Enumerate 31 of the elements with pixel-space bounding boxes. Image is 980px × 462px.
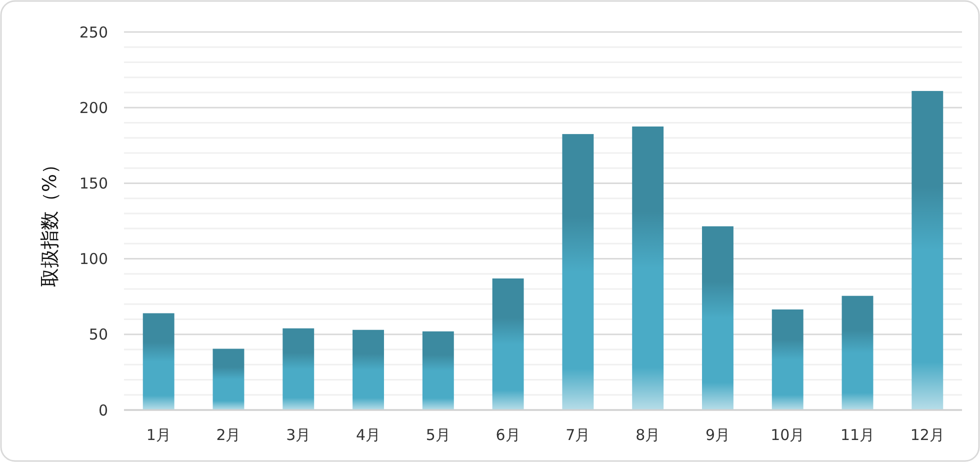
y-tick-label: 150 (79, 174, 108, 192)
x-tick-label: 12月 (910, 426, 944, 444)
x-tick-label: 4月 (356, 426, 381, 444)
x-tick-label: 9月 (705, 426, 730, 444)
bar (282, 328, 314, 410)
bar (352, 330, 384, 410)
bar (562, 134, 594, 410)
x-tick-label: 2月 (216, 426, 241, 444)
x-tick-label: 8月 (636, 426, 660, 444)
x-tick-label: 6月 (496, 426, 520, 444)
bar (422, 331, 454, 410)
y-axis-title: 取扱指数（%） (39, 154, 61, 288)
x-tick-label: 5月 (426, 426, 450, 444)
x-tick-label: 1月 (146, 426, 171, 444)
y-tick-label: 50 (88, 326, 108, 344)
x-tick-label: 11月 (840, 426, 875, 444)
bar (772, 309, 804, 410)
y-tick-label: 200 (79, 98, 108, 117)
y-tick-label: 100 (79, 250, 108, 268)
bar (142, 313, 174, 410)
x-tick-label: 7月 (566, 426, 590, 444)
y-tick-label: 0 (98, 401, 108, 420)
x-tick-label: 10月 (770, 426, 805, 444)
bar (842, 296, 874, 410)
bar (212, 348, 244, 410)
bar (632, 126, 664, 410)
bar (492, 278, 524, 410)
x-tick-label: 3月 (286, 426, 311, 444)
bar (912, 90, 944, 410)
bar (702, 226, 734, 410)
y-tick-label: 250 (79, 23, 108, 42)
